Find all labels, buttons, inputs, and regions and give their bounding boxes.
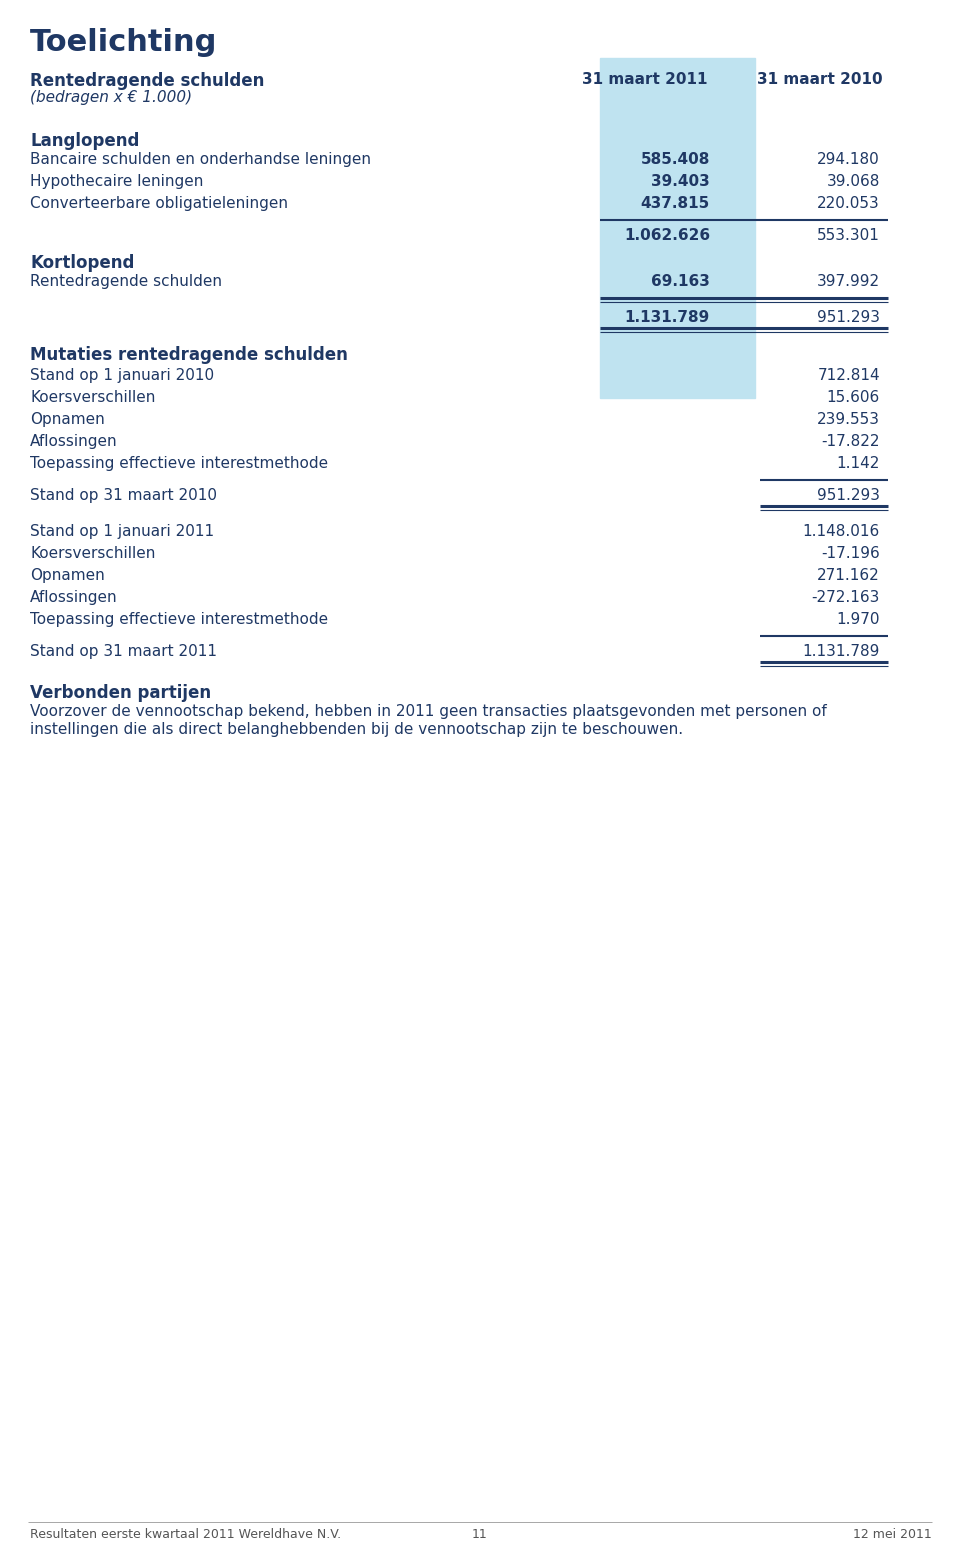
Text: 11: 11 <box>472 1528 488 1542</box>
Text: 1.131.789: 1.131.789 <box>803 644 880 659</box>
Text: -272.163: -272.163 <box>811 589 880 605</box>
Text: 585.408: 585.408 <box>640 152 710 168</box>
Text: 437.815: 437.815 <box>640 195 710 211</box>
Text: Koersverschillen: Koersverschillen <box>30 546 156 561</box>
Text: -17.822: -17.822 <box>822 434 880 448</box>
Text: Bancaire schulden en onderhandse leningen: Bancaire schulden en onderhandse leninge… <box>30 152 371 168</box>
Text: 69.163: 69.163 <box>651 275 710 288</box>
Text: Koersverschillen: Koersverschillen <box>30 389 156 405</box>
Text: Aflossingen: Aflossingen <box>30 589 118 605</box>
Text: 39.068: 39.068 <box>827 174 880 189</box>
Text: 1.148.016: 1.148.016 <box>803 524 880 540</box>
Text: 239.553: 239.553 <box>817 413 880 427</box>
Text: Hypothecaire leningen: Hypothecaire leningen <box>30 174 204 189</box>
Text: Kortlopend: Kortlopend <box>30 254 134 271</box>
Text: instellingen die als direct belanghebbenden bij de vennootschap zijn te beschouw: instellingen die als direct belanghebben… <box>30 723 684 737</box>
Text: 951.293: 951.293 <box>817 489 880 503</box>
Text: -17.196: -17.196 <box>821 546 880 561</box>
Text: Stand op 1 januari 2010: Stand op 1 januari 2010 <box>30 368 214 383</box>
Text: Resultaten eerste kwartaal 2011 Wereldhave N.V.: Resultaten eerste kwartaal 2011 Wereldha… <box>30 1528 341 1542</box>
Text: 712.814: 712.814 <box>817 368 880 383</box>
Text: 220.053: 220.053 <box>817 195 880 211</box>
Text: Toepassing effectieve interestmethode: Toepassing effectieve interestmethode <box>30 456 328 472</box>
Text: 1.131.789: 1.131.789 <box>625 310 710 326</box>
Text: 294.180: 294.180 <box>817 152 880 168</box>
Text: Stand op 31 maart 2011: Stand op 31 maart 2011 <box>30 644 217 659</box>
Text: 553.301: 553.301 <box>817 228 880 244</box>
Text: Opnamen: Opnamen <box>30 568 105 583</box>
Text: 15.606: 15.606 <box>827 389 880 405</box>
Text: Toelichting: Toelichting <box>30 28 217 57</box>
Text: (bedragen x € 1.000): (bedragen x € 1.000) <box>30 90 192 105</box>
Text: Opnamen: Opnamen <box>30 413 105 427</box>
Text: Rentedragende schulden: Rentedragende schulden <box>30 71 264 90</box>
Text: Stand op 31 maart 2010: Stand op 31 maart 2010 <box>30 489 217 503</box>
Text: Converteerbare obligatieleningen: Converteerbare obligatieleningen <box>30 195 288 211</box>
Text: Aflossingen: Aflossingen <box>30 434 118 448</box>
Text: Mutaties rentedragende schulden: Mutaties rentedragende schulden <box>30 346 348 364</box>
Text: 39.403: 39.403 <box>651 174 710 189</box>
Text: 951.293: 951.293 <box>817 310 880 326</box>
Text: Langlopend: Langlopend <box>30 132 139 150</box>
Text: 31 maart 2011: 31 maart 2011 <box>583 71 708 87</box>
Text: Toepassing effectieve interestmethode: Toepassing effectieve interestmethode <box>30 613 328 627</box>
Text: 1.970: 1.970 <box>836 613 880 627</box>
Text: 12 mei 2011: 12 mei 2011 <box>853 1528 932 1542</box>
Text: 1.142: 1.142 <box>836 456 880 472</box>
Text: Verbonden partijen: Verbonden partijen <box>30 684 211 703</box>
Text: 1.062.626: 1.062.626 <box>624 228 710 244</box>
Text: 31 maart 2010: 31 maart 2010 <box>757 71 883 87</box>
Text: Stand op 1 januari 2011: Stand op 1 januari 2011 <box>30 524 214 540</box>
Text: Rentedragende schulden: Rentedragende schulden <box>30 275 222 288</box>
Text: Voorzover de vennootschap bekend, hebben in 2011 geen transacties plaatsgevonden: Voorzover de vennootschap bekend, hebben… <box>30 704 827 720</box>
Bar <box>600 57 755 399</box>
Text: 271.162: 271.162 <box>817 568 880 583</box>
Text: 397.992: 397.992 <box>817 275 880 288</box>
